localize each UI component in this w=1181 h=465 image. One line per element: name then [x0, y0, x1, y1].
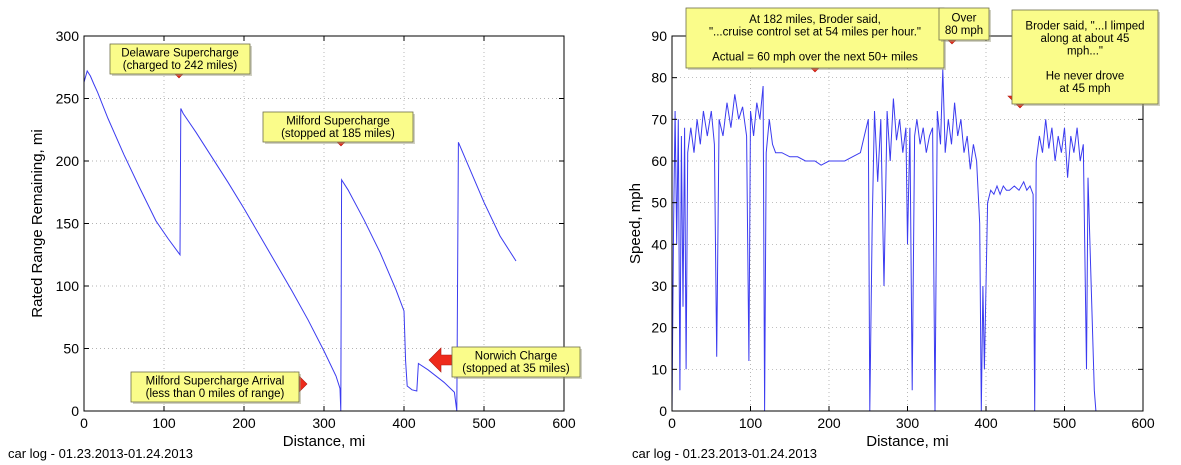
y-tick-label: 80 [651, 70, 667, 86]
annotation-text: 80 mph [945, 25, 983, 37]
annotation-callout-3: Milford Supercharge Arrival(less than 0 … [130, 371, 301, 404]
annotation-text: At 182 miles, Broder said, [749, 14, 881, 26]
x-tick-label: 400 [974, 415, 998, 431]
x-tick-label: 600 [552, 415, 576, 431]
x-tick-label: 500 [472, 415, 496, 431]
annotation-text: mph..." [1067, 46, 1103, 58]
annotation-text: Over [952, 13, 977, 25]
y-axis-label: Speed, mph [627, 183, 644, 264]
annotation-text: at 45 mph [1059, 83, 1110, 95]
y-tick-label: 70 [651, 111, 667, 127]
speed-chart: 0 100 200 300 400 500 600 0 10 20 30 40 50 60 70 80 90 Di… [627, 7, 1160, 450]
x-tick-label: 200 [817, 415, 841, 431]
annotation-callout-2: Norwich Charge(stopped at 35 miles) [451, 346, 582, 379]
annotation-text: Delaware Supercharge [121, 48, 239, 60]
y-tick-label: 50 [651, 195, 667, 211]
x-tick-label: 0 [80, 415, 88, 431]
y-tick-label: 200 [56, 153, 80, 169]
annotation-text: Milford Supercharge Arrival [146, 376, 285, 388]
x-axis-label: Distance, mi [866, 433, 949, 450]
y-tick-label: 250 [56, 91, 80, 107]
x-tick-label: 400 [392, 415, 416, 431]
series-line-0 [672, 69, 1097, 411]
y-tick-label: 100 [56, 278, 80, 294]
x-tick-label: 100 [739, 415, 763, 431]
annotation-callout-0: At 182 miles, Broder said,"...cruise con… [685, 7, 946, 70]
x-tick-label: 600 [1131, 415, 1155, 431]
annotation-callout-1: Milford Supercharge(stopped at 185 miles… [262, 111, 415, 144]
annotation-text: Actual = 60 mph over the next 50+ miles [712, 52, 918, 64]
y-tick-label: 30 [651, 278, 667, 294]
y-tick-label: 150 [56, 216, 80, 232]
annotation-arrow-2 [428, 347, 454, 373]
annotation-text: Norwich Charge [475, 351, 557, 363]
annotation-text: (stopped at 35 miles) [462, 363, 570, 375]
chart-caption-left: car log - 01.23.2013-01.24.2013 [8, 446, 194, 461]
y-axis-label: Rated Range Remaining, mi [29, 129, 46, 317]
y-tick-label: 20 [651, 320, 667, 336]
annotation-text: Broder said, "...I limped [1025, 21, 1144, 33]
annotation-text: Milford Supercharge [286, 116, 390, 128]
y-tick-label: 0 [71, 403, 79, 419]
y-tick-label: 50 [63, 341, 79, 357]
chart-caption-right: car log - 01.23.2013-01.24.2013 [632, 446, 818, 461]
annotation-text: (stopped at 185 miles) [281, 128, 395, 140]
x-tick-label: 0 [668, 415, 676, 431]
annotation-text: (charged to 242 miles) [123, 60, 238, 72]
x-tick-label: 500 [1053, 415, 1077, 431]
annotation-text: (less than 0 miles of range) [146, 388, 285, 400]
x-tick-label: 300 [312, 415, 336, 431]
y-tick-label: 300 [56, 28, 80, 44]
x-axis-label: Distance, mi [283, 433, 366, 450]
y-tick-label: 40 [651, 236, 667, 252]
y-tick-label: 90 [651, 28, 667, 44]
annotation-text: He never drove [1046, 71, 1125, 83]
y-tick-label: 60 [651, 153, 667, 169]
range-chart: 0 100 200 300 400 500 600 0 50 100 150 200 250 300 Dis… [29, 28, 582, 450]
series-line-0 [84, 69, 517, 411]
x-tick-label: 200 [232, 415, 256, 431]
annotation-callout-0: Delaware Supercharge(charged to 242 mile… [109, 43, 252, 76]
y-tick-label: 0 [659, 403, 667, 419]
x-tick-label: 300 [896, 415, 920, 431]
x-tick-label: 100 [152, 415, 176, 431]
annotation-text: along at about 45 [1041, 33, 1130, 45]
annotation-text: "...cruise control set at 54 miles per h… [709, 27, 921, 39]
y-tick-label: 10 [651, 361, 667, 377]
